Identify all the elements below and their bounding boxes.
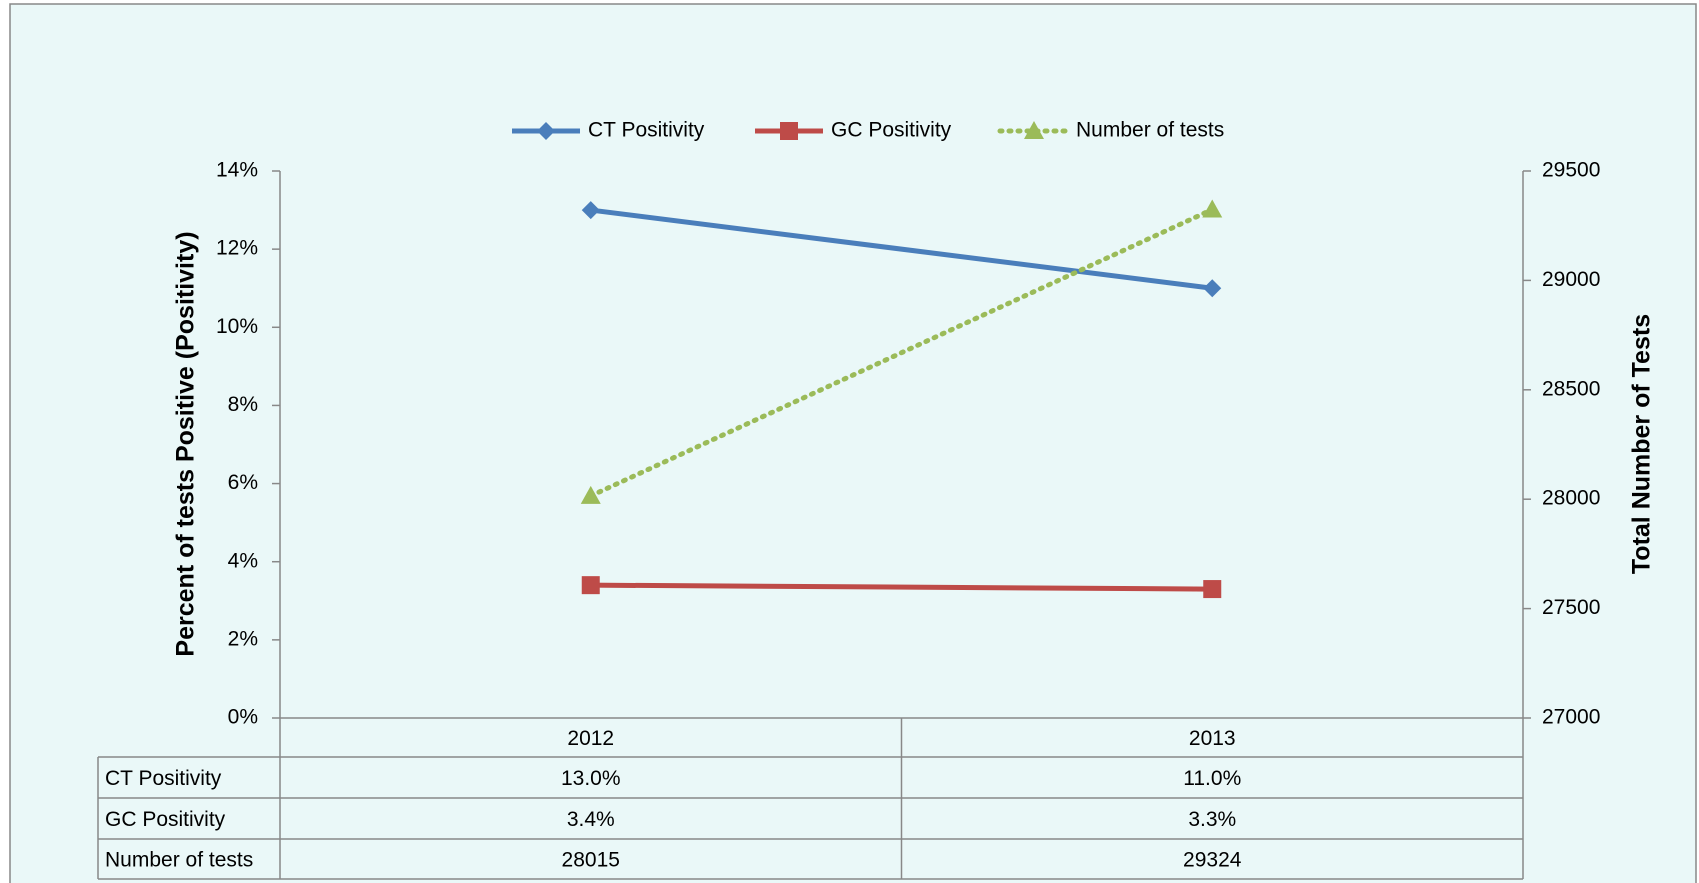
table-cell: 11.0%: [1183, 767, 1241, 790]
y-tick-label: 4%: [228, 549, 258, 572]
table-row-label: GC Positivity: [105, 808, 226, 831]
table-row-label: CT Positivity: [105, 767, 222, 790]
y2-tick-label: 28000: [1542, 487, 1600, 510]
data-point: [581, 576, 600, 595]
legend-marker: [780, 122, 798, 140]
y-tick-label: 2%: [228, 627, 258, 650]
x-tick-label: 2013: [1189, 727, 1236, 750]
y-tick-label: 0%: [228, 706, 258, 729]
table-cell: 3.3%: [1188, 808, 1236, 831]
legend-label: CT Positivity: [588, 119, 705, 142]
y2-tick-label: 29500: [1542, 159, 1600, 182]
table-cell: 28015: [562, 849, 620, 872]
data-point: [1203, 279, 1222, 298]
table-cell: 13.0%: [561, 767, 621, 790]
y2-tick-label: 27000: [1542, 706, 1600, 729]
data-point: [580, 485, 601, 504]
y2-tick-label: 28500: [1542, 377, 1600, 400]
legend-marker: [537, 122, 555, 140]
data-point: [581, 201, 600, 220]
table-row-label: Number of tests: [105, 849, 253, 872]
chart-area: [9, 3, 1697, 883]
y-tick-label: 6%: [228, 471, 258, 494]
data-point: [1202, 199, 1223, 218]
series-line: [590, 582, 1213, 592]
data-point: [1203, 580, 1222, 599]
table-cell: 3.4%: [567, 808, 615, 831]
table-cell: 29324: [1183, 849, 1242, 872]
y2-tick-label: 27500: [1542, 596, 1600, 619]
y-tick-label: 14%: [216, 159, 258, 182]
y-tick-label: 8%: [228, 393, 258, 416]
legend-label: GC Positivity: [831, 119, 952, 142]
y2-axis-title: Total Number of Tests: [1628, 314, 1656, 574]
legend-label: Number of tests: [1076, 119, 1224, 142]
y-tick-label: 10%: [216, 315, 258, 338]
legend-marker: [1024, 121, 1044, 139]
series-line: [588, 207, 1215, 499]
x-tick-label: 2012: [567, 727, 614, 750]
y-axis-title: Percent of tests Positive (Positivity): [172, 231, 200, 656]
series-line: [590, 207, 1213, 291]
y-tick-label: 12%: [216, 237, 258, 260]
y2-tick-label: 29000: [1542, 268, 1600, 291]
